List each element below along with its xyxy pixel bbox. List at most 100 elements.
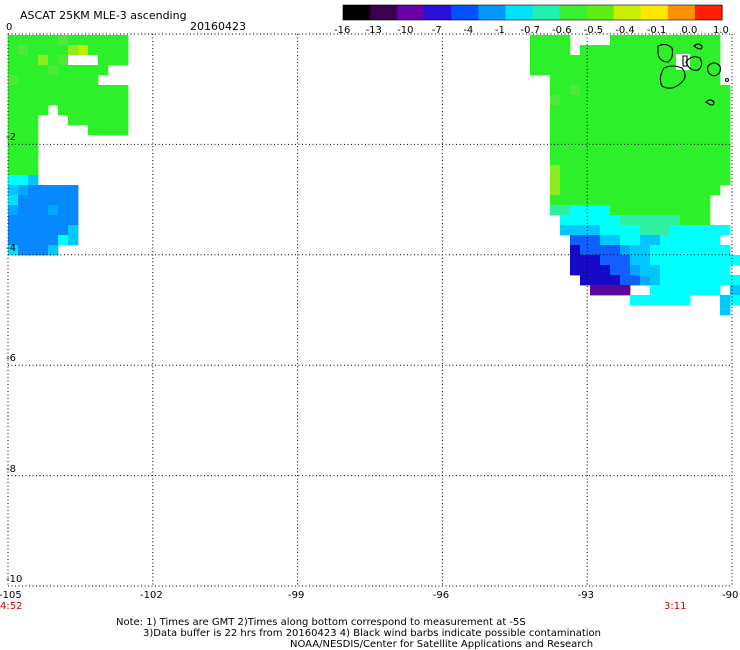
- colorbar-segment: [613, 5, 642, 20]
- data-cell: [600, 125, 611, 136]
- data-cell: [540, 65, 551, 76]
- colorbar-tick-label: -0.5: [583, 25, 604, 36]
- data-cell: [620, 265, 631, 276]
- data-cell: [600, 105, 611, 116]
- data-cell: [48, 225, 59, 236]
- data-cell: [590, 165, 601, 176]
- latitude-label: -4: [6, 242, 16, 254]
- data-cell: [550, 175, 561, 186]
- data-cell: [590, 155, 601, 166]
- data-cell: [650, 65, 661, 76]
- data-cell: [640, 265, 651, 276]
- data-cell: [550, 105, 561, 116]
- data-cell: [690, 165, 701, 176]
- data-cell: [58, 205, 69, 216]
- data-cell: [88, 75, 99, 86]
- data-cell: [670, 275, 681, 286]
- data-cell: [118, 125, 129, 136]
- data-cell: [28, 85, 39, 96]
- data-cell: [660, 155, 671, 166]
- data-cell: [58, 235, 69, 246]
- longitude-label: -99: [288, 590, 305, 601]
- data-cell: [660, 115, 671, 126]
- colorbar-tick-label: -13: [365, 25, 382, 36]
- data-cell: [570, 115, 581, 126]
- data-cell: [640, 255, 651, 266]
- colorbar-segment: [478, 5, 507, 20]
- data-cell: [640, 185, 651, 196]
- data-cell: [670, 235, 681, 246]
- data-cell: [680, 265, 691, 276]
- data-cell: [720, 175, 731, 186]
- island-outline: [705, 99, 715, 106]
- data-cell: [560, 85, 571, 96]
- colorbar-tick-label: 1.0: [713, 25, 729, 36]
- data-cell: [550, 35, 561, 46]
- data-cell: [550, 45, 561, 56]
- data-cell: [670, 55, 681, 66]
- data-cell: [28, 135, 39, 146]
- data-cell: [560, 65, 571, 76]
- data-cell: [660, 65, 671, 76]
- data-cell: [630, 115, 641, 126]
- data-cell: [610, 255, 621, 266]
- data-cell: [610, 145, 621, 156]
- data-cell: [58, 185, 69, 196]
- data-cell: [38, 35, 49, 46]
- data-cell: [550, 145, 561, 156]
- data-cell: [680, 205, 691, 216]
- data-cell: [660, 85, 671, 96]
- data-cell: [48, 85, 59, 96]
- data-cell: [640, 155, 651, 166]
- data-cell: [620, 115, 631, 126]
- colorbar-tick-label: -0.1: [646, 25, 667, 36]
- data-cell: [118, 85, 129, 96]
- data-cell: [710, 55, 721, 66]
- data-cell: [640, 165, 651, 176]
- colorbar-tick-label: -16: [334, 25, 351, 36]
- data-cell: [710, 125, 721, 136]
- data-cell: [550, 135, 561, 146]
- data-cell: [550, 95, 561, 106]
- data-cell: [650, 165, 661, 176]
- data-cell: [550, 205, 561, 216]
- data-cell: [560, 55, 571, 66]
- data-cell: [78, 115, 89, 126]
- data-cell: [660, 135, 671, 146]
- data-cell: [8, 105, 19, 116]
- data-cell: [118, 115, 129, 126]
- data-cell: [680, 255, 691, 266]
- data-cell: [108, 105, 119, 116]
- data-cell: [710, 35, 721, 46]
- data-cell: [700, 45, 711, 56]
- data-cell: [580, 85, 591, 96]
- data-cell: [680, 225, 691, 236]
- data-cell: [630, 35, 641, 46]
- data-cell: [8, 35, 19, 46]
- data-cell: [620, 145, 631, 156]
- data-cell: [590, 235, 601, 246]
- data-cell: [590, 125, 601, 136]
- data-cell: [560, 155, 571, 166]
- data-cell: [680, 195, 691, 206]
- data-cell: [118, 45, 129, 56]
- data-cell: [680, 235, 691, 246]
- data-cell: [700, 215, 711, 226]
- data-cell: [630, 75, 641, 86]
- data-cell: [58, 215, 69, 226]
- data-cell: [620, 275, 631, 286]
- data-cell: [630, 95, 641, 106]
- data-cell: [630, 195, 641, 206]
- data-cell: [570, 265, 581, 276]
- data-cell: [660, 105, 671, 116]
- data-cell: [630, 85, 641, 96]
- data-cell: [590, 115, 601, 126]
- data-cell: [680, 165, 691, 176]
- data-cell: [58, 85, 69, 96]
- data-cell: [700, 95, 711, 106]
- data-cell: [570, 155, 581, 166]
- data-cell: [660, 285, 671, 296]
- data-cell: [700, 105, 711, 116]
- data-cell: [690, 245, 701, 256]
- data-cell: [630, 105, 641, 116]
